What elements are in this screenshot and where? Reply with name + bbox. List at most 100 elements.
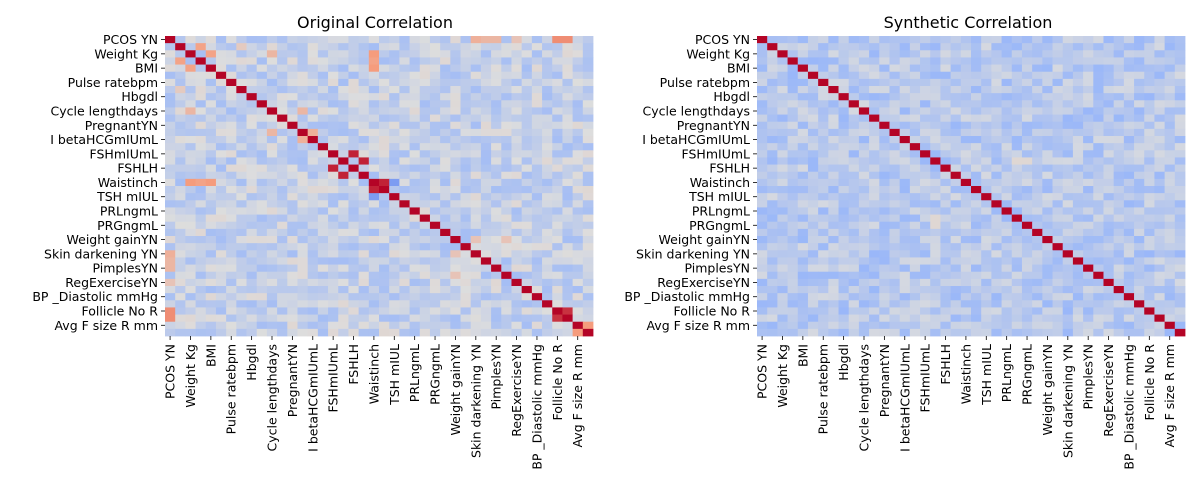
heatmap-cell <box>909 50 921 58</box>
heatmap-cell <box>297 100 309 108</box>
heatmap-cell <box>940 57 952 65</box>
heatmap-cell <box>1144 121 1155 130</box>
heatmap-cell <box>521 100 533 108</box>
y-tick-label: I betaHCGmIUmL <box>642 132 750 147</box>
heatmap-cell <box>1103 200 1115 208</box>
heatmap-cell <box>521 86 533 94</box>
heatmap-cell <box>1164 314 1176 323</box>
heatmap-cell <box>1123 293 1135 301</box>
heatmap-cell <box>971 178 982 187</box>
heatmap-cell <box>266 228 278 237</box>
heatmap-cell <box>757 114 768 123</box>
heatmap-cell <box>246 221 258 230</box>
heatmap-cell <box>971 293 982 301</box>
heatmap-cell <box>1001 57 1013 65</box>
heatmap-cell <box>787 171 799 180</box>
heatmap-cell <box>246 121 258 130</box>
heatmap-cell <box>460 157 472 165</box>
heatmap-cell <box>1113 321 1125 330</box>
heatmap-cell <box>165 128 176 137</box>
heatmap-cell <box>1123 186 1135 194</box>
heatmap-cell <box>226 328 237 337</box>
heatmap-cell <box>256 221 268 230</box>
heatmap-cell <box>777 236 788 244</box>
heatmap-cell <box>858 178 870 187</box>
heatmap-cell <box>1154 243 1166 251</box>
heatmap-cell <box>582 250 594 258</box>
heatmap-cell <box>889 293 901 301</box>
heatmap-cell <box>1113 193 1125 201</box>
heatmap-cell <box>389 321 400 330</box>
heatmap-cell <box>981 286 992 294</box>
heatmap-cell <box>1164 50 1176 58</box>
heatmap-cell <box>460 300 472 308</box>
heatmap-cell <box>542 228 553 237</box>
heatmap-cell <box>1083 136 1094 144</box>
heatmap-cell <box>1052 50 1064 58</box>
heatmap-cell <box>531 128 543 137</box>
heatmap-cell <box>358 100 370 108</box>
heatmap-cell <box>807 150 819 158</box>
heatmap-cell <box>889 328 901 337</box>
heatmap-cell <box>1042 157 1053 165</box>
heatmap-cell <box>981 264 992 273</box>
heatmap-cell <box>940 43 952 51</box>
heatmap-cell <box>379 93 390 101</box>
heatmap-cell <box>807 43 819 51</box>
heatmap-cell <box>552 121 563 130</box>
heatmap-cell <box>429 100 441 108</box>
heatmap-cell <box>429 221 441 230</box>
heatmap-cell <box>429 286 441 294</box>
heatmap-cell <box>1154 271 1166 280</box>
heatmap-cell <box>582 128 594 137</box>
heatmap-cell <box>572 200 584 208</box>
heatmap-cell <box>542 257 553 265</box>
heatmap-cell <box>1134 200 1145 208</box>
heatmap-cell <box>256 271 268 280</box>
heatmap-cell <box>950 64 962 73</box>
heatmap-cell <box>256 57 268 65</box>
heatmap-cell <box>409 328 421 337</box>
heatmap-cell <box>460 71 472 80</box>
heatmap-cell <box>277 157 288 165</box>
heatmap-cell <box>797 43 809 51</box>
heatmap-cell <box>1052 157 1064 165</box>
heatmap-cell <box>297 143 309 151</box>
heatmap-cell <box>991 171 1002 180</box>
heatmap-cell <box>1123 228 1135 237</box>
heatmap-cell <box>940 200 952 208</box>
heatmap-cell <box>981 200 992 208</box>
heatmap-cell <box>920 71 931 80</box>
heatmap-cell <box>940 278 952 287</box>
heatmap-cell <box>277 71 288 80</box>
heatmap-cell <box>317 257 329 265</box>
heatmap-cell <box>419 78 431 87</box>
heatmap-cell <box>930 250 941 258</box>
heatmap-cell <box>287 221 298 230</box>
heatmap-cell <box>787 136 799 144</box>
heatmap-cell <box>869 193 880 201</box>
heatmap-cell <box>226 164 237 173</box>
heatmap-cell <box>818 121 829 130</box>
heatmap-cell <box>920 150 931 158</box>
heatmap-cell <box>409 271 421 280</box>
heatmap-cell <box>807 214 819 223</box>
heatmap-cell <box>828 100 839 108</box>
heatmap-cell <box>818 293 829 301</box>
heatmap-cell <box>266 207 278 215</box>
heatmap-cell <box>889 278 901 287</box>
heatmap-cell <box>226 250 237 258</box>
heatmap-cell <box>307 50 319 58</box>
heatmap-cell <box>1062 136 1074 144</box>
heatmap-cell <box>246 71 258 80</box>
heatmap-cell <box>899 143 911 151</box>
heatmap-cell <box>757 314 768 323</box>
heatmap-cell <box>1011 100 1023 108</box>
heatmap-cell <box>389 214 400 223</box>
heatmap-cell <box>470 236 482 244</box>
heatmap-cell <box>858 114 870 123</box>
heatmap-cell <box>165 121 176 130</box>
heatmap-cell <box>429 78 441 87</box>
heatmap-cell <box>950 171 962 180</box>
heatmap-cell <box>429 250 441 258</box>
